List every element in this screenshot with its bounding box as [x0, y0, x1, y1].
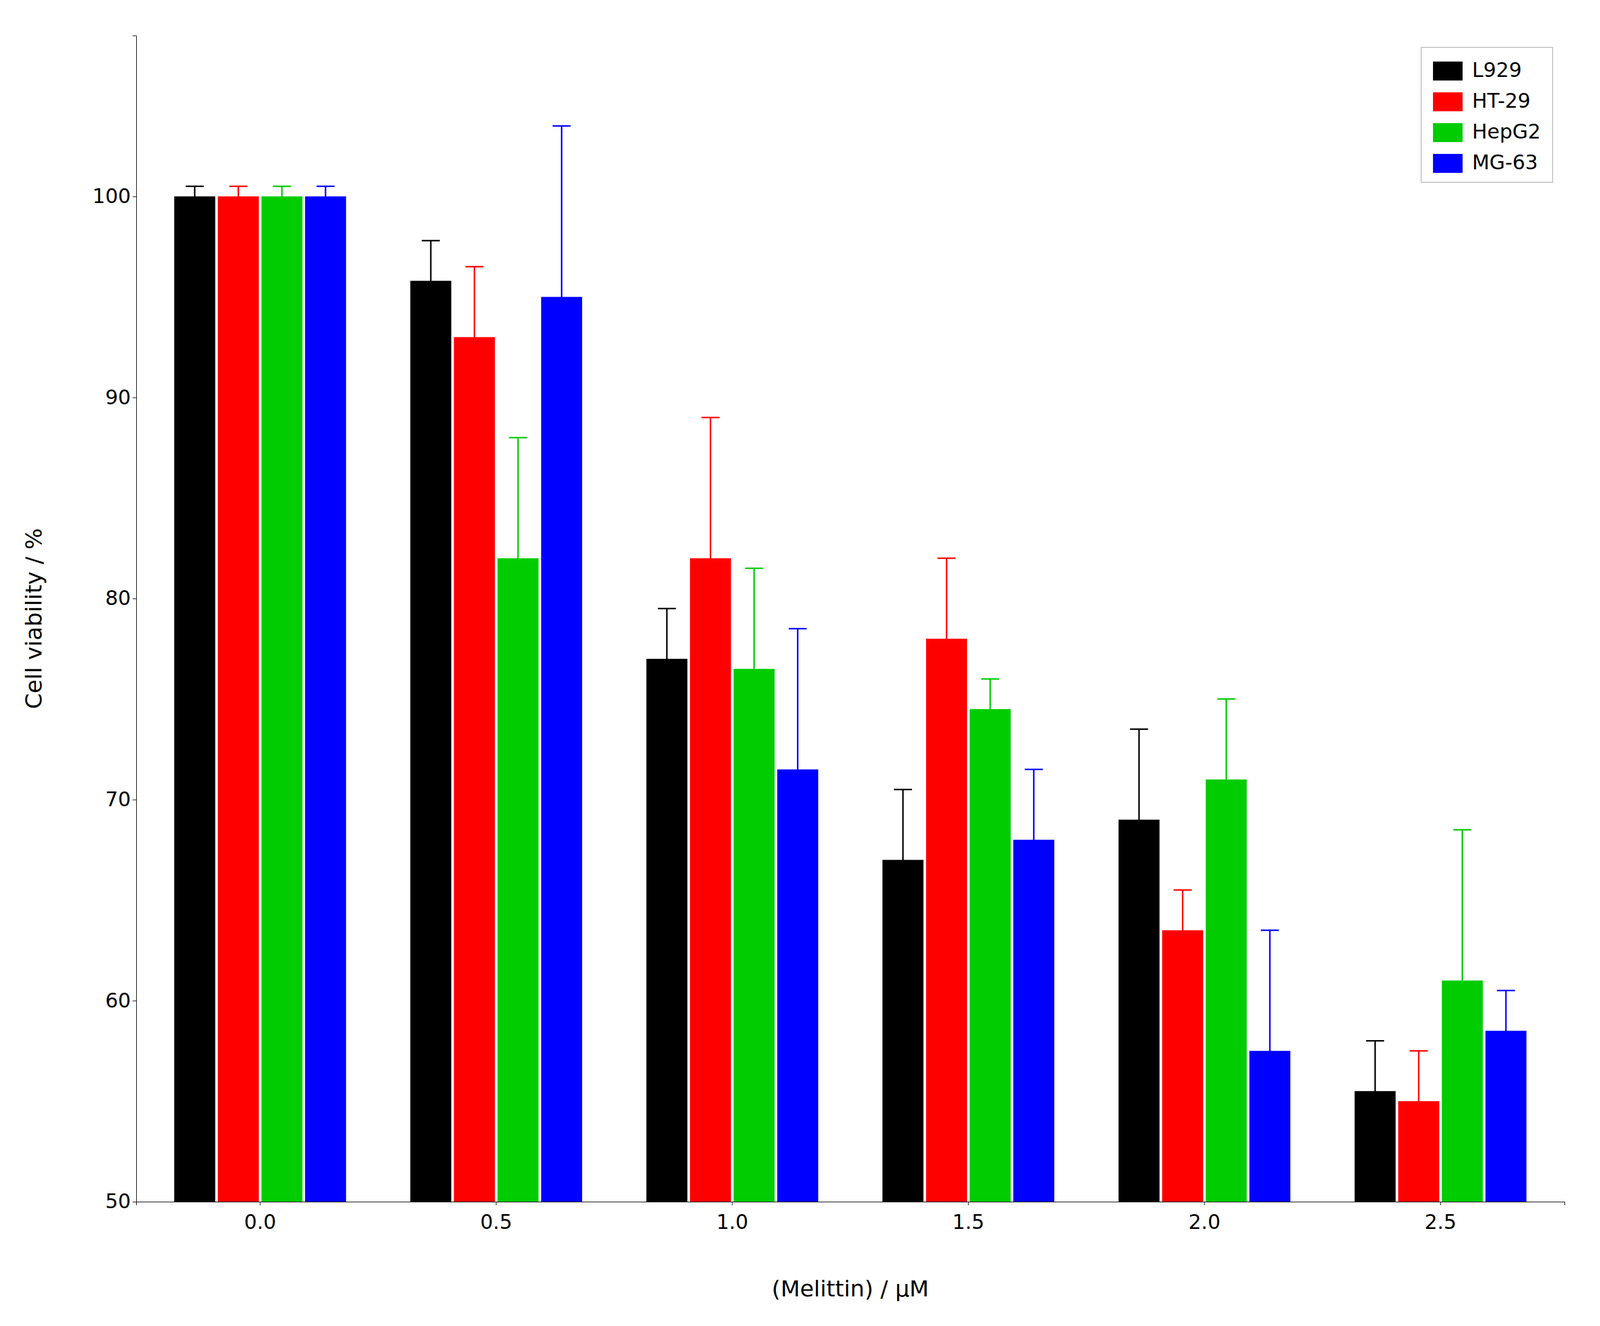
- series: [261, 186, 1484, 1203]
- tick-mark: [132, 598, 137, 600]
- legend-swatch: [1433, 92, 1463, 112]
- legend: L929 HT-29 HepG2 MG-63: [1421, 47, 1553, 183]
- tick: 0.5: [480, 1202, 513, 1235]
- tick-label: 60: [105, 988, 131, 1013]
- x-axis-title: (Melittin) / μM: [771, 1276, 929, 1303]
- tick-label: 80: [105, 586, 131, 610]
- bar: [261, 196, 303, 1203]
- error-bar: [421, 240, 440, 321]
- tick-mark: [1204, 1202, 1206, 1206]
- tick: 2.5: [1424, 1202, 1457, 1235]
- error-bar: [981, 679, 999, 740]
- error-bar: [552, 126, 571, 468]
- tick-mark: [1440, 1202, 1441, 1206]
- bar: [969, 709, 1011, 1203]
- error-bar: [185, 186, 204, 207]
- tick: 0.0: [243, 1202, 276, 1235]
- error-bar: [701, 417, 720, 700]
- tick-label: 70: [105, 787, 131, 812]
- error-bar: [1496, 990, 1515, 1072]
- series: [304, 126, 1527, 1203]
- error-bar: [229, 186, 247, 207]
- legend-label: HT-29: [1472, 88, 1531, 113]
- tick-label: 0.0: [243, 1210, 276, 1235]
- tick-mark: [259, 1202, 261, 1206]
- error-bar: [1409, 1051, 1428, 1152]
- series: [174, 186, 1396, 1203]
- tick: 100: [92, 184, 137, 208]
- error-bar: [1129, 729, 1148, 911]
- error-bar: [1366, 1041, 1384, 1142]
- error-bar: [316, 186, 335, 207]
- error-bar: [1025, 769, 1043, 911]
- tick-mark: [731, 1202, 733, 1206]
- bar: [454, 336, 496, 1203]
- axis-line: [132, 36, 137, 1203]
- legend-swatch: [1433, 153, 1463, 173]
- tick-label: 1.0: [716, 1210, 749, 1235]
- error-bar: [744, 568, 763, 770]
- tick-mark: [132, 1000, 137, 1002]
- legend-frame: [1421, 47, 1553, 183]
- y-axis-title: Cell viability / %: [20, 528, 47, 710]
- marks: [174, 126, 1527, 1203]
- chart-container: 0.0 0.5 1.0 1.5 2.0 2.5 50 60 70 80 90 100 L929 HT-29…: [0, 0, 1600, 1326]
- tick-mark: [495, 1202, 497, 1206]
- bar: [646, 659, 688, 1203]
- tick-label: 50: [105, 1189, 131, 1214]
- bar: [926, 638, 967, 1203]
- tick-label: 90: [105, 385, 131, 410]
- error-bar: [657, 608, 676, 710]
- axis-line: [136, 1202, 1566, 1207]
- error-bar: [1453, 830, 1471, 1132]
- series: [217, 186, 1440, 1203]
- chart-svg: 0.0 0.5 1.0 1.5 2.0 2.5 50 60 70 80 90 100 L929 HT-29…: [0, 0, 1600, 1326]
- tick-label: 2.0: [1188, 1210, 1221, 1235]
- tick: 80: [105, 586, 137, 610]
- tick-mark: [132, 196, 137, 198]
- tick-label: 0.5: [480, 1210, 513, 1235]
- legend-label: MG-63: [1472, 150, 1538, 175]
- y-axis: 50 60 70 80 90 100: [92, 36, 137, 1214]
- legend-swatch: [1433, 61, 1463, 81]
- legend-label: L929: [1472, 58, 1522, 82]
- plot-area: 0.0 0.5 1.0 1.5 2.0 2.5 50 60 70 80 90 100 L929 HT-29…: [92, 36, 1565, 1326]
- error-bar: [509, 437, 528, 680]
- tick: 50: [105, 1189, 137, 1214]
- bar: [304, 196, 346, 1203]
- tick-mark: [132, 800, 137, 801]
- bar: [217, 196, 259, 1203]
- error-bar: [937, 558, 956, 720]
- tick-mark: [132, 397, 137, 398]
- legend-swatch: [1433, 123, 1463, 143]
- x-axis: 0.0 0.5 1.0 1.5 2.0 2.5: [136, 1202, 1566, 1235]
- tick: 2.0: [1188, 1202, 1221, 1235]
- tick: 70: [105, 787, 137, 812]
- error-bar: [1173, 890, 1192, 972]
- error-bar: [894, 789, 912, 931]
- tick-label: 100: [92, 184, 131, 208]
- legend-label: HepG2: [1472, 119, 1541, 144]
- error-bar: [788, 628, 807, 911]
- tick: 60: [105, 988, 137, 1013]
- tick: 1.0: [716, 1202, 749, 1235]
- bar: [174, 196, 215, 1203]
- tick-mark: [968, 1202, 969, 1206]
- tick: 1.5: [952, 1202, 985, 1235]
- error-bar: [1217, 699, 1236, 861]
- tick-label: 2.5: [1424, 1210, 1457, 1235]
- error-bar: [272, 186, 291, 207]
- error-bar: [465, 267, 484, 408]
- tick-label: 1.5: [952, 1210, 985, 1235]
- tick: 90: [105, 385, 137, 410]
- tick-mark: [132, 1202, 137, 1203]
- error-bar: [1260, 930, 1279, 1172]
- bar: [410, 280, 452, 1203]
